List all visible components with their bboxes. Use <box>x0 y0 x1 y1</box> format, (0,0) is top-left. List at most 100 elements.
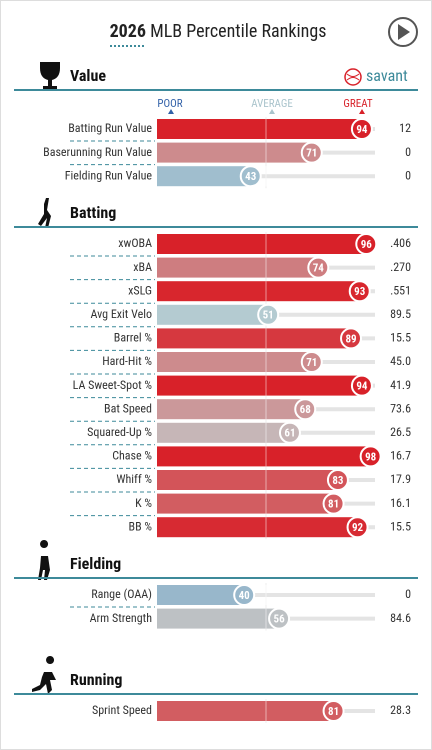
percentile-dot <box>350 118 373 140</box>
scale-average: AVERAGE <box>251 97 293 110</box>
percentile-label: 94 <box>356 380 368 393</box>
percentile-dot <box>340 327 363 350</box>
savant-logo: savant <box>344 66 408 86</box>
metric-label: Range (OAA) <box>91 587 152 601</box>
percentile-label: 51 <box>263 309 274 322</box>
average-arrow <box>269 109 275 114</box>
title-year: 2026 <box>110 21 146 42</box>
percentile-bar <box>157 166 251 187</box>
metric-label: Squared-Up % <box>87 425 152 439</box>
section-icon <box>38 198 51 228</box>
percentile-bar <box>157 234 367 254</box>
metric-value: 17.9 <box>390 472 411 486</box>
percentile-bar <box>157 493 334 514</box>
metric-label: Baserunning Run Value <box>43 145 152 159</box>
metric-value: 45.0 <box>390 354 411 368</box>
percentile-bar <box>157 304 269 325</box>
percentile-dot <box>350 374 373 397</box>
percentile-label: 40 <box>239 589 251 602</box>
percentile-label: 98 <box>365 450 377 463</box>
metric-label: Whiff % <box>116 472 152 486</box>
metric-value: 15.5 <box>390 519 411 533</box>
metric-label: Barrel % <box>114 331 153 345</box>
percentile-bar <box>157 375 362 396</box>
percentile-dot <box>307 256 330 279</box>
percentile-dot <box>300 351 323 373</box>
metric-label: Bat Speed <box>104 401 152 415</box>
scale-poor: POOR <box>157 97 182 110</box>
percentile-bar <box>157 142 312 163</box>
metric-value: .551 <box>390 283 411 297</box>
percentile-label: 94 <box>356 123 368 136</box>
great-arrow <box>359 109 365 114</box>
percentile-bar <box>157 352 312 372</box>
metric-label: Hard-Hit % <box>102 354 152 368</box>
metric-value: 15.5 <box>390 331 411 345</box>
section-title: Fielding <box>70 554 121 573</box>
percentile-bar <box>157 119 362 139</box>
metric-value: 0 <box>405 168 411 182</box>
percentile-dot <box>348 280 371 303</box>
metric-label: xwOBA <box>118 236 152 250</box>
metric-label: xSLG <box>128 283 152 297</box>
percentile-label: 71 <box>306 356 317 369</box>
percentile-bar <box>157 446 371 467</box>
percentile-bar <box>157 328 352 349</box>
play-button[interactable] <box>388 17 418 47</box>
percentile-bar <box>157 585 245 605</box>
percentile-label: 81 <box>328 705 339 718</box>
metric-value: .270 <box>390 260 411 274</box>
metric-label: Arm Strength <box>90 611 153 625</box>
percentile-dot <box>355 233 378 255</box>
percentile-bar <box>157 608 280 629</box>
percentile-label: 56 <box>274 613 286 626</box>
percentile-label: 92 <box>352 521 364 534</box>
percentile-label: 89 <box>345 332 356 345</box>
metric-label: Chase % <box>112 449 152 463</box>
percentile-bar <box>157 281 360 302</box>
percentile-label: 81 <box>328 498 339 511</box>
percentile-bar <box>157 399 306 420</box>
metric-value: 73.6 <box>390 401 411 415</box>
percentile-bar <box>157 517 358 538</box>
metric-value: 28.3 <box>390 703 411 717</box>
metric-value: 41.9 <box>390 378 411 392</box>
metric-value: 0 <box>405 587 411 601</box>
brand: savant <box>366 66 408 85</box>
metric-label: Sprint Speed <box>92 703 152 717</box>
percentile-label: 93 <box>354 285 366 298</box>
metric-label: LA Sweet-Spot % <box>73 378 153 392</box>
percentile-dot <box>294 398 317 421</box>
metric-value: .406 <box>390 236 411 250</box>
percentile-bar <box>157 422 290 443</box>
percentile-label: 61 <box>284 427 295 440</box>
metric-label: BB % <box>129 519 153 533</box>
page-title: 2026 MLB Percentile Rankings <box>110 21 327 42</box>
metric-label: K % <box>135 496 152 510</box>
percentile-dot <box>322 700 345 722</box>
metric-value: 89.5 <box>390 307 411 321</box>
metric-label: Batting Run Value <box>68 121 152 135</box>
percentile-dot <box>278 421 301 444</box>
poor-arrow <box>168 109 174 114</box>
section-title: Batting <box>70 203 116 222</box>
percentile-dot <box>322 492 345 515</box>
scale-great: GREAT <box>343 97 372 110</box>
percentile-dot <box>326 469 349 491</box>
metric-value: 0 <box>405 145 411 159</box>
metric-label: Fielding Run Value <box>65 168 153 182</box>
percentile-dot <box>359 445 382 468</box>
percentile-dot <box>268 607 291 630</box>
percentile-label: 96 <box>361 238 373 251</box>
section-title: Value <box>70 66 106 85</box>
percentile-label: 43 <box>245 170 257 183</box>
section-icon <box>40 62 60 90</box>
title-text: MLB Percentile Rankings <box>150 21 326 42</box>
metric-value: 16.1 <box>390 496 411 510</box>
percentile-dot <box>300 141 323 164</box>
percentile-bar <box>157 701 334 721</box>
percentile-label: 68 <box>300 403 312 416</box>
section-title: Running <box>70 670 122 689</box>
